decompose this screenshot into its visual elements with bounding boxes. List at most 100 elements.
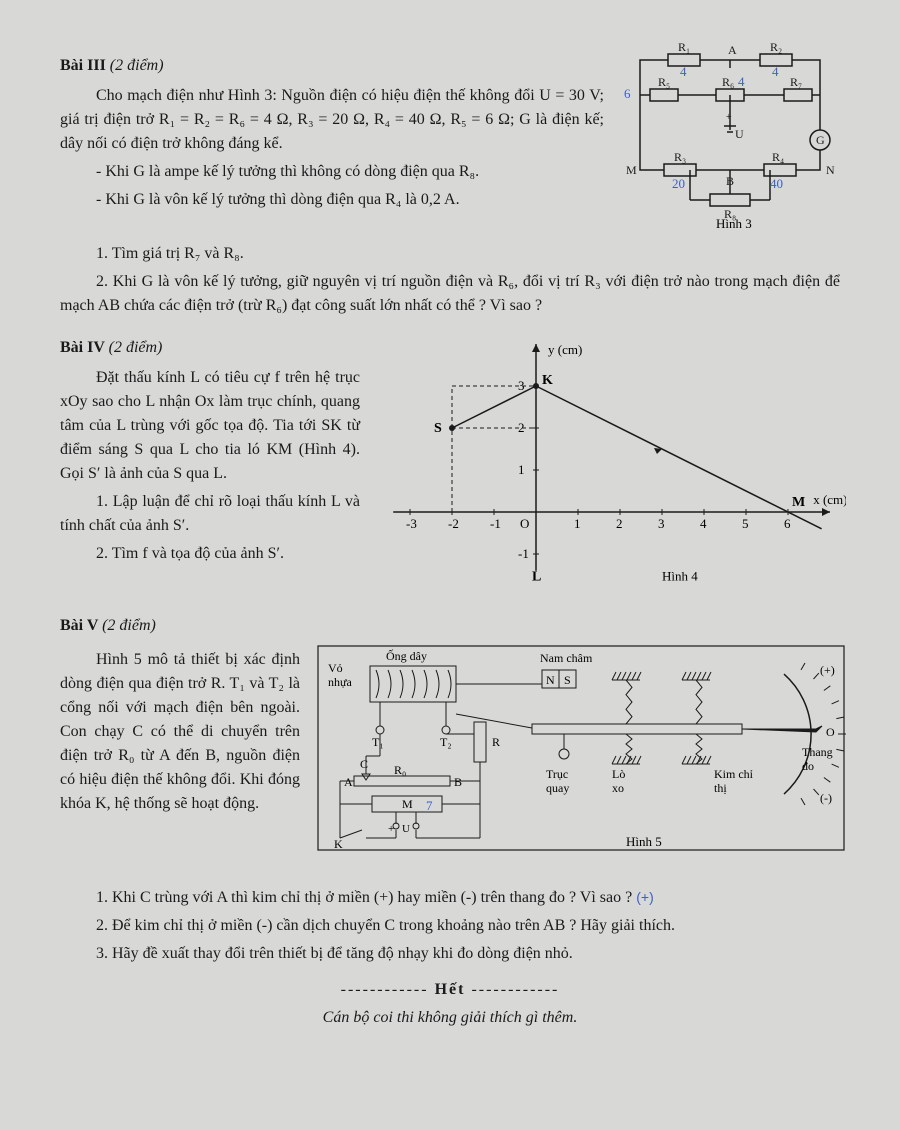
svg-text:Hình 4: Hình 4 — [662, 569, 698, 584]
svg-text:A: A — [344, 775, 353, 789]
svg-text:N: N — [546, 673, 555, 687]
svg-text:R₄: R₄ — [772, 150, 784, 164]
svg-text:1: 1 — [518, 462, 525, 477]
svg-text:O: O — [520, 516, 529, 531]
svg-text:C: C — [360, 757, 368, 771]
bai4-p2: 1. Lập luận để chỉ rõ loại thấu kính L v… — [60, 490, 360, 538]
bai4-title: Bài IV — [60, 339, 105, 356]
bai3-p4: 1. Tìm giá trị R₇ và R₈. — [60, 242, 840, 266]
svg-text:thị: thị — [714, 781, 727, 795]
svg-text:K: K — [334, 837, 343, 851]
device-diagram: Ống dây Vỏnhựa T₁ T₂ R CA B R₀ M7 U + K NS Nam châm Tr… — [316, 644, 846, 882]
svg-text:(-): (-) — [820, 791, 832, 805]
svg-text:3: 3 — [658, 516, 665, 531]
svg-text:R₀: R₀ — [394, 763, 406, 777]
bai5-p1: Hình 5 mô tả thiết bị xác định dòng điện… — [60, 648, 300, 816]
dash-left: ------------ — [341, 981, 429, 998]
svg-text:7: 7 — [426, 798, 433, 813]
svg-text:Vỏ: Vỏ — [328, 661, 343, 675]
bai5-points: (2 điểm) — [102, 617, 156, 634]
divider: ------------ Hết ------------ — [60, 978, 840, 1002]
svg-text:M: M — [792, 495, 805, 510]
svg-text:5: 5 — [742, 516, 749, 531]
svg-text:R₃: R₃ — [674, 150, 686, 164]
svg-text:-3: -3 — [406, 516, 417, 531]
handnote-plus: (+) — [636, 889, 654, 905]
svg-text:Hình 3: Hình 3 — [716, 216, 752, 230]
svg-text:M: M — [626, 163, 637, 177]
svg-text:S: S — [434, 421, 442, 436]
bai5-q2: 2. Để kim chỉ thị ở miền (-) cần dịch ch… — [60, 914, 840, 938]
svg-text:2: 2 — [616, 516, 623, 531]
bai5-title: Bài V — [60, 617, 98, 634]
svg-text:Hình 5: Hình 5 — [626, 834, 662, 849]
svg-text:4: 4 — [700, 516, 707, 531]
svg-text:-1: -1 — [518, 546, 529, 561]
svg-text:+: + — [388, 823, 394, 835]
svg-text:xo: xo — [612, 781, 624, 795]
svg-text:4: 4 — [738, 74, 745, 89]
footer-note: Cán bộ coi thi không giải thích gì thêm. — [60, 1006, 840, 1030]
svg-text:x (cm): x (cm) — [813, 492, 846, 507]
bai3-heading: Bài III (2 điểm) — [60, 54, 604, 78]
svg-text:O: O — [826, 725, 835, 739]
svg-text:20: 20 — [672, 176, 685, 191]
svg-text:U: U — [735, 127, 744, 141]
svg-text:40: 40 — [770, 176, 783, 191]
bai3-p5: 2. Khi G là vôn kế lý tưởng, giữ nguyên … — [60, 270, 840, 318]
svg-text:y (cm): y (cm) — [548, 342, 582, 357]
svg-text:Trục: Trục — [546, 767, 568, 781]
svg-text:4: 4 — [772, 64, 779, 79]
svg-text:Ống dây: Ống dây — [386, 648, 427, 663]
svg-text:R₂: R₂ — [770, 40, 782, 54]
bai4-p3: 2. Tìm f và tọa độ của ảnh S′. — [60, 542, 360, 566]
svg-text:L: L — [532, 570, 541, 585]
svg-text:R₆: R₆ — [722, 75, 734, 89]
svg-text:A: A — [728, 43, 737, 57]
svg-text:+: + — [726, 112, 732, 123]
svg-text:R: R — [492, 735, 500, 749]
svg-text:B: B — [726, 174, 734, 188]
svg-text:Lò: Lò — [612, 767, 625, 781]
svg-text:đo: đo — [802, 759, 814, 773]
lens-chart: -3-2-1123456-1123OSKMy (cm)x (cm)LHình 4 — [376, 322, 846, 600]
svg-text:6: 6 — [784, 516, 791, 531]
svg-text:6: 6 — [624, 86, 631, 101]
bai3-p2: - Khi G là ampe kế lý tưởng thì không có… — [60, 160, 604, 184]
svg-text:(+): (+) — [820, 663, 835, 677]
svg-text:T₂: T₂ — [440, 735, 452, 749]
bai4-points: (2 điểm) — [109, 339, 163, 356]
bai4-p1: Đặt thấu kính L có tiêu cự f trên hệ trụ… — [60, 366, 360, 486]
bai4-heading: Bài IV (2 điểm) — [60, 336, 360, 360]
bai3-points: (2 điểm) — [110, 57, 164, 74]
svg-text:Kim chỉ: Kim chỉ — [714, 767, 754, 781]
svg-text:K: K — [542, 373, 553, 388]
svg-text:Nam châm: Nam châm — [540, 651, 593, 665]
circuit-diagram: R₁ R₂ A R₅ R₆ R₇ U R₃ R₄ M N B R₈ G + 4 … — [620, 40, 840, 238]
svg-text:1: 1 — [574, 516, 581, 531]
svg-text:4: 4 — [680, 64, 687, 79]
svg-text:R₇: R₇ — [790, 75, 802, 89]
svg-text:R₅: R₅ — [658, 75, 670, 89]
bai3-p3: - Khi G là vôn kế lý tưởng thì dòng điện… — [60, 188, 604, 212]
svg-text:G: G — [816, 133, 825, 147]
dash-right: ------------ — [471, 981, 559, 998]
bai5-q1: 1. Khi C trùng với A thì kim chỉ thị ở m… — [60, 886, 840, 910]
svg-text:N: N — [826, 163, 835, 177]
het-label: Hết — [435, 981, 472, 998]
svg-text:-2: -2 — [448, 516, 459, 531]
svg-text:Thang: Thang — [802, 745, 833, 759]
bai3-title: Bài III — [60, 57, 106, 74]
bai3-p1: Cho mạch điện như Hình 3: Nguồn điện có … — [60, 84, 604, 156]
svg-text:quay: quay — [546, 781, 569, 795]
svg-text:B: B — [454, 775, 462, 789]
svg-text:R₁: R₁ — [678, 40, 690, 54]
svg-text:T₁: T₁ — [372, 735, 384, 749]
svg-text:-1: -1 — [490, 516, 501, 531]
bai5-q1-text: 1. Khi C trùng với A thì kim chỉ thị ở m… — [96, 889, 632, 906]
svg-text:nhựa: nhựa — [328, 675, 353, 689]
svg-text:S: S — [564, 673, 571, 687]
svg-text:M: M — [402, 797, 413, 811]
svg-text:U: U — [402, 823, 410, 835]
bai5-q3: 3. Hãy đề xuất thay đổi trên thiết bị để… — [60, 942, 840, 966]
